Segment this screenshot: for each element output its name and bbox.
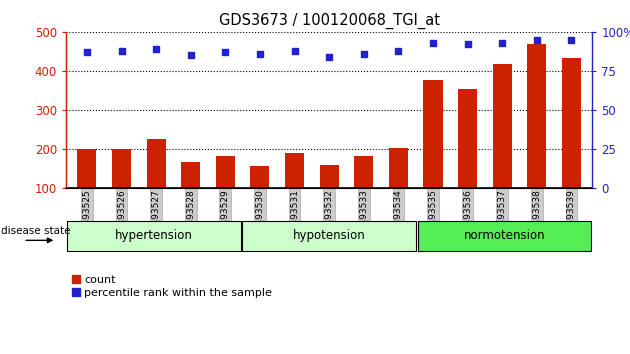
Point [393, 48, 403, 53]
Point [82, 49, 92, 55]
Title: GDS3673 / 100120068_TGI_at: GDS3673 / 100120068_TGI_at [219, 13, 440, 29]
Point [566, 37, 576, 42]
Point [151, 46, 161, 52]
Bar [216, 156, 235, 227]
Legend: count, percentile rank within the sample: count, percentile rank within the sample [72, 275, 272, 298]
Bar [423, 80, 442, 227]
Bar [319, 165, 339, 227]
Bar [112, 149, 131, 227]
Point [324, 54, 334, 59]
Point [428, 40, 438, 46]
Text: hypotension: hypotension [293, 229, 365, 242]
Point [220, 49, 231, 55]
Bar [285, 153, 304, 227]
Bar [77, 149, 96, 227]
Bar [181, 162, 200, 227]
Bar [389, 148, 408, 227]
Bar [493, 64, 512, 227]
FancyBboxPatch shape [418, 221, 592, 251]
Bar [458, 89, 477, 227]
Bar [527, 44, 546, 227]
Point [290, 48, 300, 53]
Text: normotension: normotension [464, 229, 546, 242]
Point [117, 48, 127, 53]
Text: disease state: disease state [1, 226, 71, 236]
Point [497, 40, 507, 46]
Bar [147, 139, 166, 227]
Point [462, 41, 472, 47]
FancyBboxPatch shape [67, 221, 241, 251]
Point [186, 52, 196, 58]
Bar [251, 166, 270, 227]
Point [358, 51, 369, 57]
Bar [354, 156, 374, 227]
FancyBboxPatch shape [242, 221, 416, 251]
Point [532, 37, 542, 42]
Point [255, 51, 265, 57]
Text: hypertension: hypertension [115, 229, 193, 242]
Bar [562, 58, 581, 227]
